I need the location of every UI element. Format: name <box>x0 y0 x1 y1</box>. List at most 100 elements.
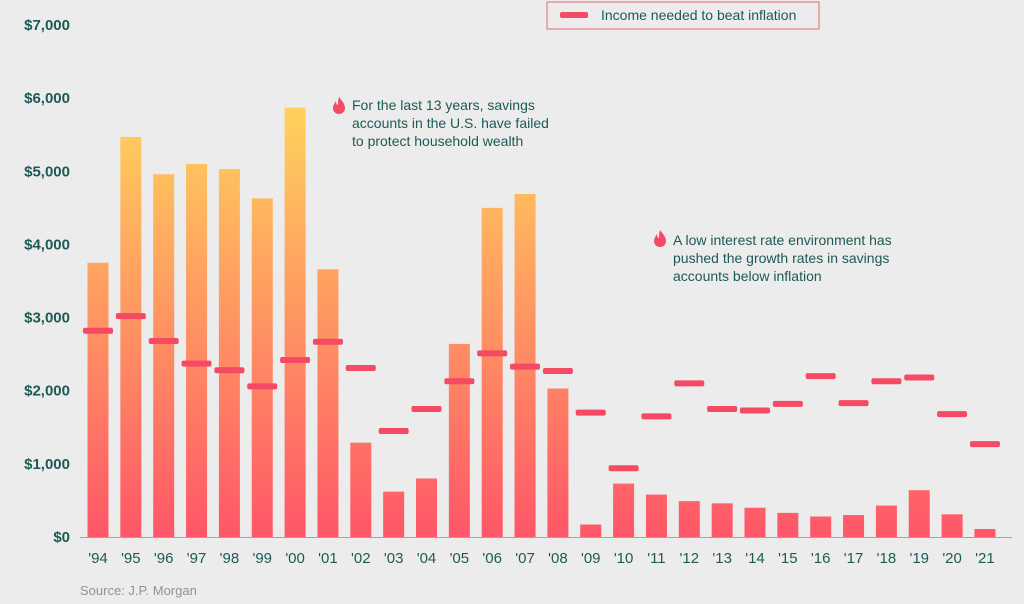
x-tick-label: '01 <box>318 550 338 567</box>
bar <box>448 343 470 537</box>
bars-group <box>87 107 996 537</box>
x-tick-label: '10 <box>614 550 634 567</box>
bar <box>941 514 963 537</box>
legend: Income needed to beat inflation <box>546 1 820 30</box>
annotation-1-line-2: accounts in the U.S. have failed <box>352 115 549 131</box>
bar <box>547 388 569 537</box>
y-tick-label: $3,000 <box>24 310 70 327</box>
inflation-marker <box>312 338 343 345</box>
inflation-marker <box>674 380 705 387</box>
bar <box>777 512 799 537</box>
bar <box>383 491 405 537</box>
legend-label: Income needed to beat inflation <box>601 7 796 23</box>
bar <box>810 516 832 537</box>
inflation-marker <box>247 383 278 390</box>
bar <box>875 505 897 537</box>
inflation-marker <box>115 313 146 320</box>
inflation-marker <box>542 367 573 374</box>
bar <box>120 136 142 537</box>
legend-box <box>546 1 820 30</box>
bar <box>580 524 602 537</box>
bar <box>218 169 240 537</box>
bar <box>186 163 208 537</box>
x-tick-label: '12 <box>680 550 700 567</box>
inflation-marker <box>510 363 541 370</box>
bar <box>481 207 503 537</box>
inflation-marker <box>772 400 803 407</box>
y-tick-label: $1,000 <box>24 456 70 473</box>
x-tick-label: '05 <box>450 550 470 567</box>
inflation-marker <box>871 378 902 385</box>
bar <box>416 478 437 537</box>
bar <box>711 503 733 537</box>
inflation-marker <box>969 441 1000 448</box>
bar <box>284 107 306 537</box>
annotation-2-line-3: accounts below inflation <box>673 268 822 284</box>
inflation-marker <box>378 427 409 434</box>
x-tick-label: '96 <box>154 550 174 567</box>
x-tick-label: '97 <box>187 550 207 567</box>
bar <box>350 442 372 537</box>
inflation-marker <box>444 378 475 385</box>
annotation-1-line-3: to protect household wealth <box>352 133 523 149</box>
x-tick-label: '04 <box>417 550 437 567</box>
bar <box>678 501 700 537</box>
inflation-marker <box>707 406 738 412</box>
inflation-marker <box>608 465 639 472</box>
inflation-marker <box>477 350 508 357</box>
inflation-markers-group <box>83 313 1000 472</box>
inflation-marker <box>411 406 442 412</box>
y-tick-label: $6,000 <box>24 90 70 107</box>
y-tick-label: $2,000 <box>24 383 70 400</box>
inflation-marker <box>838 400 869 407</box>
x-tick-label: '98 <box>220 550 240 567</box>
x-tick-label: '00 <box>285 550 305 567</box>
x-tick-label: '08 <box>548 550 568 567</box>
x-tick-label: '99 <box>252 550 272 567</box>
inflation-marker <box>805 373 836 380</box>
x-tick-label: '19 <box>909 550 929 567</box>
inflation-marker <box>740 407 770 414</box>
bar <box>251 198 273 537</box>
annotation-1: For the last 13 years, savings accounts … <box>333 97 549 149</box>
annotation-2-line-2: pushed the growth rates in savings <box>673 250 889 266</box>
x-tick-label: '18 <box>877 550 897 567</box>
x-tick-label: '20 <box>942 550 962 567</box>
bar <box>153 174 175 537</box>
x-tick-label: '11 <box>647 550 665 567</box>
y-tick-label: $4,000 <box>24 236 70 253</box>
source-note: Source: J.P. Morgan <box>80 583 197 598</box>
x-tick-label: '07 <box>515 550 535 567</box>
bar <box>317 269 339 537</box>
inflation-marker <box>83 327 113 334</box>
x-tick-label: '03 <box>384 550 404 567</box>
inflation-marker <box>937 411 968 418</box>
annotation-2-line-1: A low interest rate environment has <box>673 232 892 248</box>
bar <box>87 262 109 537</box>
inflation-marker <box>148 337 179 344</box>
x-tick-label: '94 <box>88 550 108 567</box>
x-axis-ticks: '94 '95 '96 '97 '98 '99 '00 '01 '02 '03 '04 '05 '06 '… <box>88 550 995 567</box>
x-tick-label: '14 <box>745 550 765 567</box>
legend-marker-swatch <box>560 12 588 18</box>
x-tick-label: '17 <box>844 550 864 567</box>
x-tick-label: '06 <box>482 550 502 567</box>
bar <box>645 494 667 537</box>
x-tick-label: '16 <box>811 550 831 567</box>
x-tick-label: '15 <box>778 550 798 567</box>
bar <box>744 507 766 537</box>
bar <box>908 490 930 537</box>
inflation-marker <box>345 365 376 372</box>
x-tick-label: '21 <box>975 550 995 567</box>
y-axis-ticks: $0 $1,000 $2,000 $3,000 $4,000 $5,000 $6,000 $7… <box>24 17 70 546</box>
inflation-marker <box>214 367 245 374</box>
x-tick-label: '09 <box>581 550 601 567</box>
inflation-marker <box>181 360 212 367</box>
x-tick-label: '02 <box>351 550 371 567</box>
y-tick-label: $7,000 <box>24 17 70 34</box>
inflation-marker <box>641 413 672 420</box>
flame-icon <box>654 230 666 247</box>
x-tick-label: '13 <box>712 550 732 567</box>
x-tick-label: '95 <box>121 550 141 567</box>
